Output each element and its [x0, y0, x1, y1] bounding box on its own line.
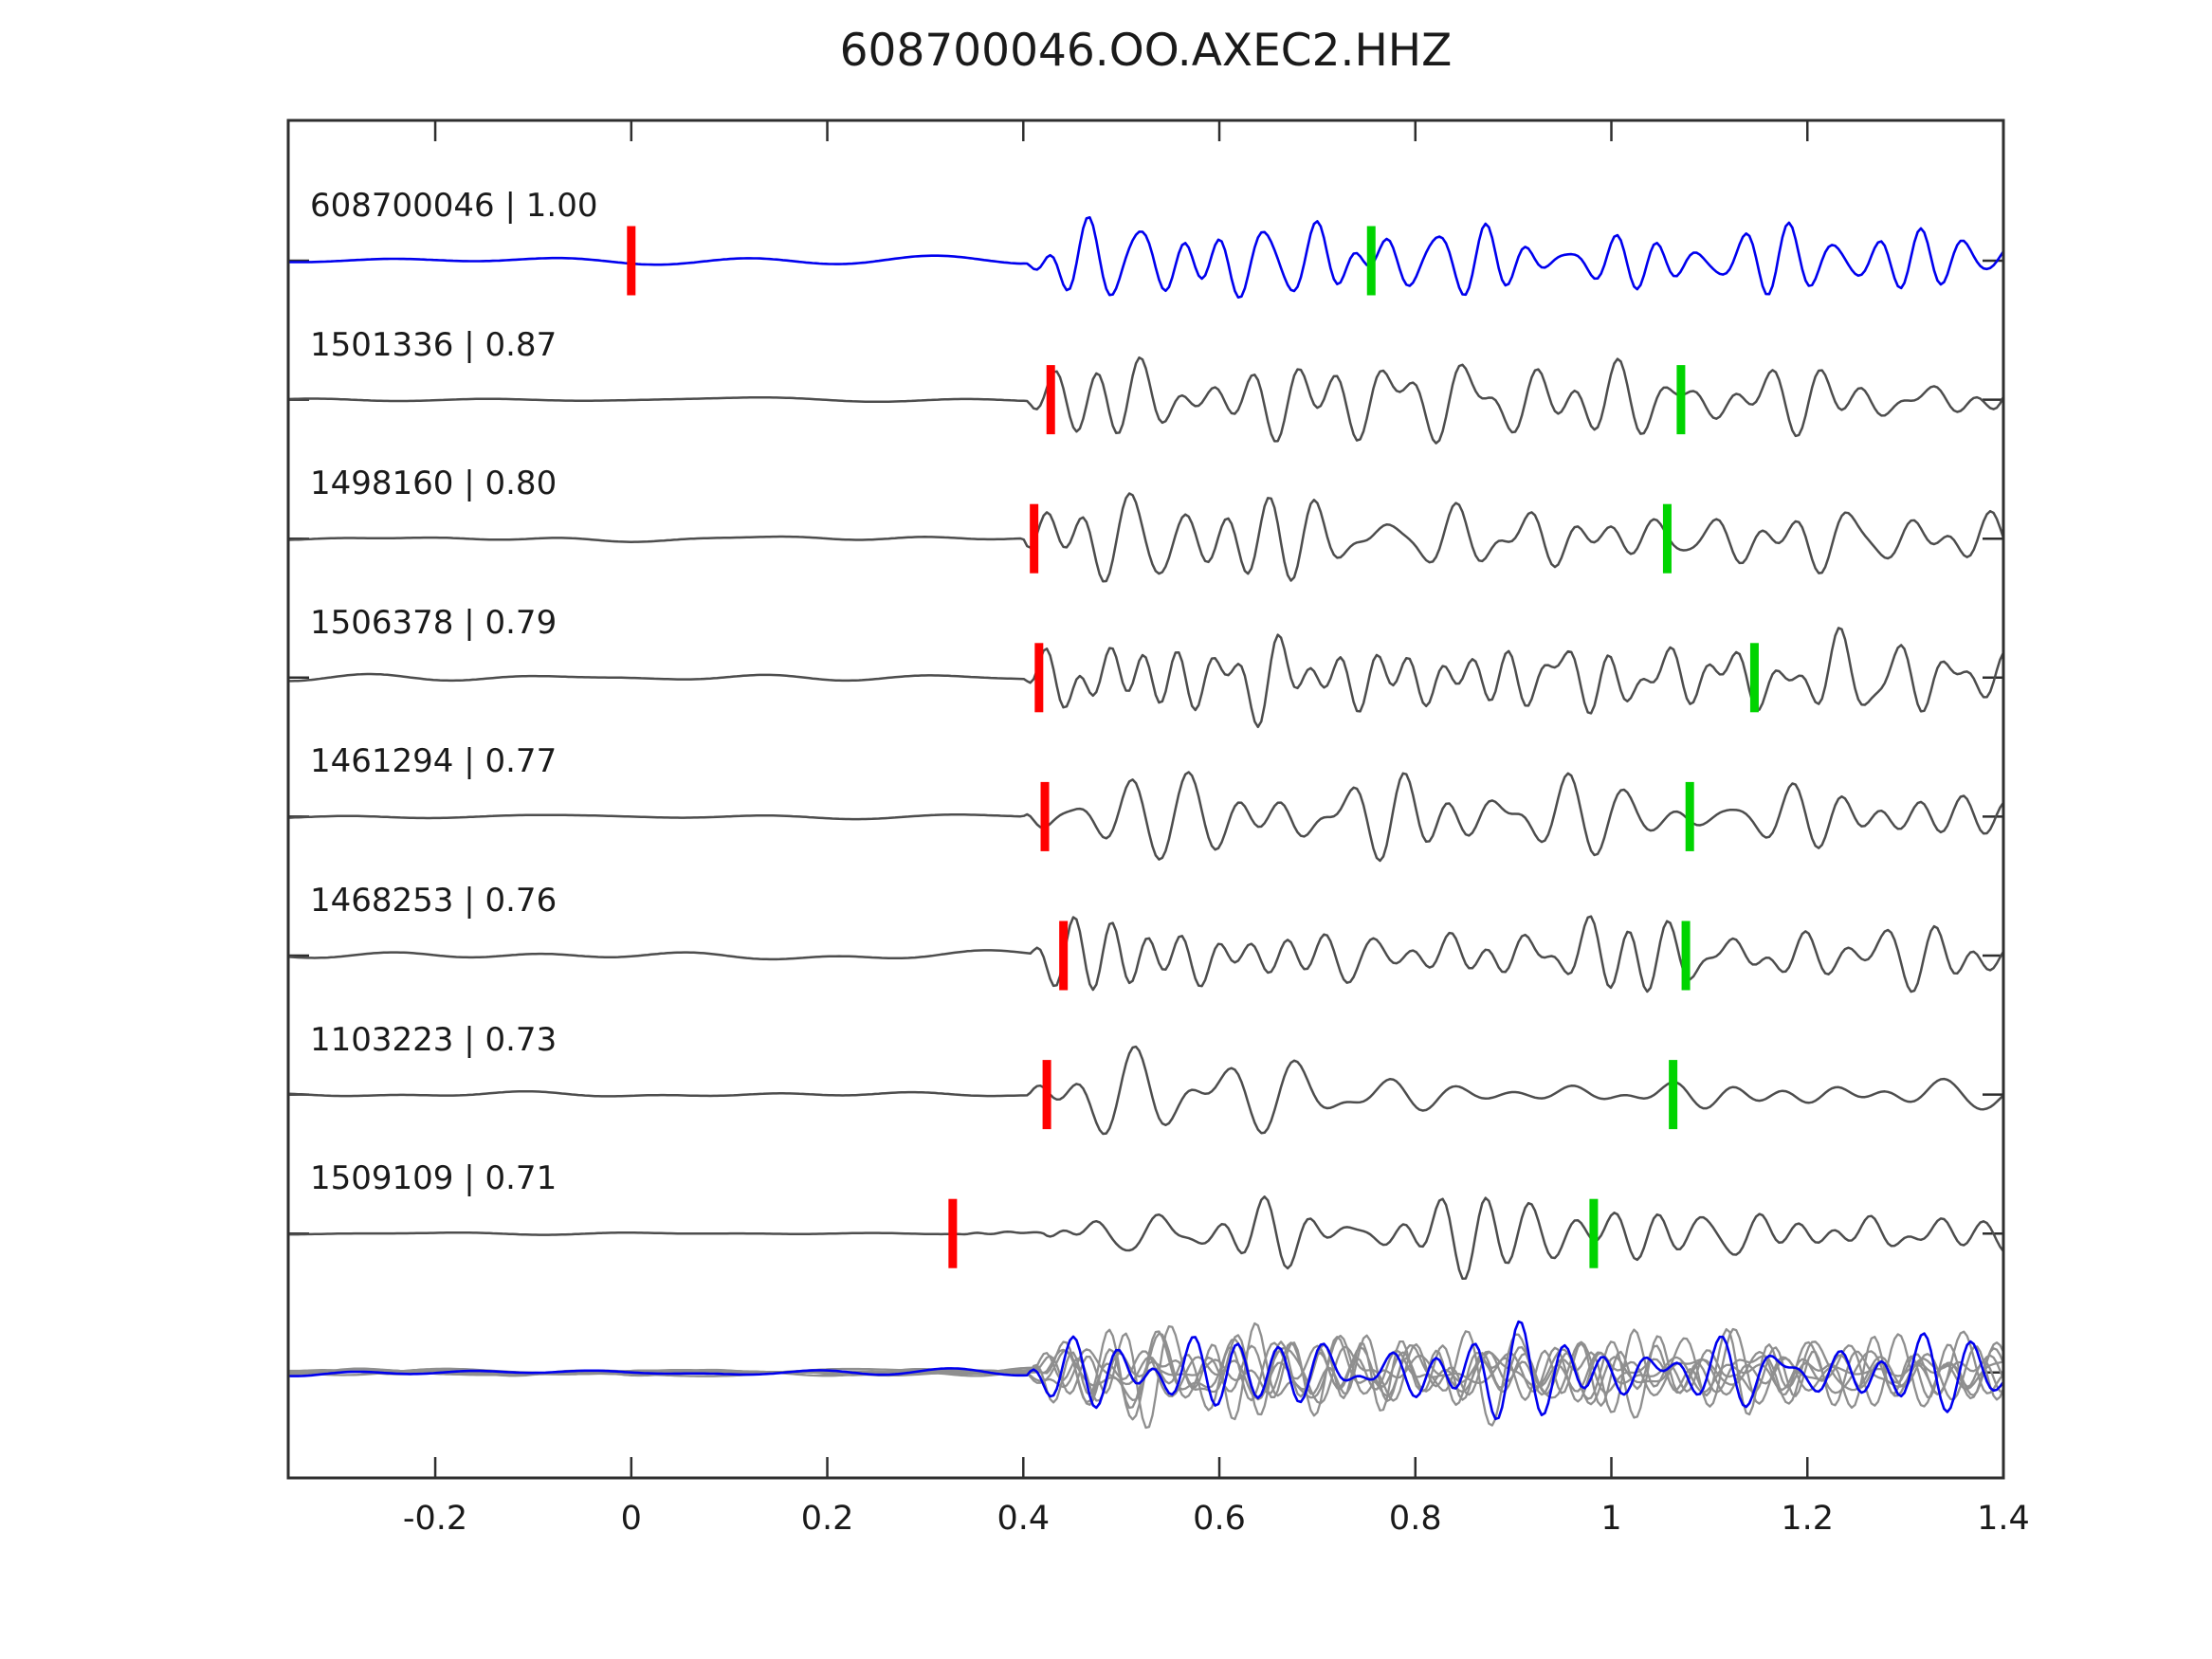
- red-pick-marker: [1040, 781, 1050, 851]
- trace-label-1468253: 1468253 | 0.76: [310, 882, 558, 920]
- green-pick-marker: [1749, 643, 1759, 713]
- trace-label-1501336: 1501336 | 0.87: [310, 325, 558, 364]
- x-tick-label--0.2: -0.2: [402, 1500, 468, 1538]
- x-tick-label-0.4: 0.4: [996, 1500, 1051, 1538]
- waveform-trace-1461294: [286, 771, 2005, 863]
- red-pick-marker: [627, 226, 636, 296]
- trace-label-608700046: 608700046 | 1.00: [310, 187, 598, 225]
- green-pick-marker: [1589, 1198, 1599, 1268]
- waveform-trace-1498160: [286, 492, 2005, 583]
- x-tick-label-1.4: 1.4: [1977, 1500, 2030, 1538]
- green-pick-marker: [1681, 921, 1691, 991]
- waveform-trace-608700046: [286, 216, 2005, 300]
- overlay-waveform-template: [286, 1320, 2005, 1421]
- green-pick-marker: [1366, 226, 1376, 296]
- x-tick-label-0.6: 0.6: [1193, 1500, 1246, 1538]
- red-pick-marker: [1042, 1060, 1051, 1130]
- x-tick-label-0.2: 0.2: [800, 1500, 854, 1538]
- green-pick-marker: [1676, 365, 1686, 435]
- trace-label-1506378: 1506378 | 0.79: [310, 603, 558, 642]
- waveform-trace-1501336: [286, 356, 2005, 445]
- waveform-trace-1506378: [286, 627, 2005, 729]
- trace-label-1461294: 1461294 | 0.77: [310, 742, 558, 781]
- red-pick-marker: [1059, 921, 1069, 991]
- waveform-trace-1468253: [286, 915, 2005, 994]
- plot-border: [286, 118, 2005, 1480]
- trace-label-1509109: 1509109 | 0.71: [310, 1159, 558, 1198]
- x-tick-label-0.8: 0.8: [1388, 1500, 1442, 1538]
- x-tick-label-0: 0: [620, 1500, 642, 1538]
- green-pick-marker: [1685, 781, 1694, 851]
- overlay-waveform-gray-5: [286, 1328, 2005, 1413]
- red-pick-marker: [1046, 365, 1055, 435]
- x-tick-label-1: 1: [1600, 1500, 1622, 1538]
- x-tick-label-1.2: 1.2: [1781, 1500, 1835, 1538]
- figure-title: 608700046.OO.AXEC2.HHZ: [839, 25, 1453, 77]
- red-pick-marker: [948, 1198, 958, 1268]
- red-pick-marker: [1030, 503, 1039, 574]
- green-pick-marker: [1669, 1060, 1678, 1130]
- trace-label-1498160: 1498160 | 0.80: [310, 465, 558, 503]
- green-pick-marker: [1662, 503, 1672, 574]
- trace-label-1103223: 1103223 | 0.73: [310, 1020, 558, 1059]
- waveform-trace-1509109: [286, 1195, 2005, 1281]
- red-pick-marker: [1034, 643, 1044, 713]
- waveform-trace-1103223: [286, 1045, 2005, 1136]
